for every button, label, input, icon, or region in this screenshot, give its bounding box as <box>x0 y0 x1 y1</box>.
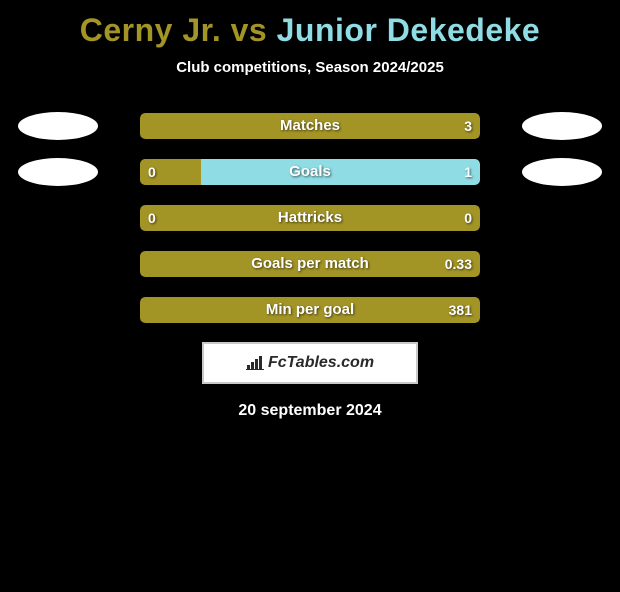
stat-row: Min per goal381 <box>0 296 620 324</box>
player-left-avatar <box>18 158 98 186</box>
player-left-avatar <box>18 112 98 140</box>
bar-right-fill <box>201 159 480 185</box>
page-title: Cerny Jr. vs Junior Dekedeke <box>0 12 620 49</box>
title-right-name: Junior Dekedeke <box>277 12 541 48</box>
logo-box: FcTables.com <box>202 342 418 384</box>
bar-track <box>140 159 480 185</box>
bar-background <box>140 251 480 277</box>
comparison-chart: Matches3 Goals01 Hattricks00 Goals per matc… <box>0 112 620 324</box>
bar-track <box>140 113 480 139</box>
bar-track <box>140 251 480 277</box>
title-vs: vs <box>221 12 276 48</box>
title-left-name: Cerny Jr. <box>80 12 221 48</box>
logo-text: FcTables.com <box>268 354 374 372</box>
bar-track <box>140 297 480 323</box>
bar-track <box>140 205 480 231</box>
stat-row: Goals per match0.33 <box>0 250 620 278</box>
logo: FcTables.com <box>246 354 374 372</box>
bar-background <box>140 297 480 323</box>
stat-row: Hattricks00 <box>0 204 620 232</box>
player-right-avatar <box>522 112 602 140</box>
date-text: 20 september 2024 <box>0 402 620 420</box>
stat-row: Matches3 <box>0 112 620 140</box>
bar-background <box>140 205 480 231</box>
stat-row: Goals01 <box>0 158 620 186</box>
bar-left-fill <box>140 159 201 185</box>
bar-background <box>140 113 480 139</box>
subtitle: Club competitions, Season 2024/2025 <box>0 59 620 76</box>
player-right-avatar <box>522 158 602 186</box>
bar-chart-icon <box>246 356 264 370</box>
